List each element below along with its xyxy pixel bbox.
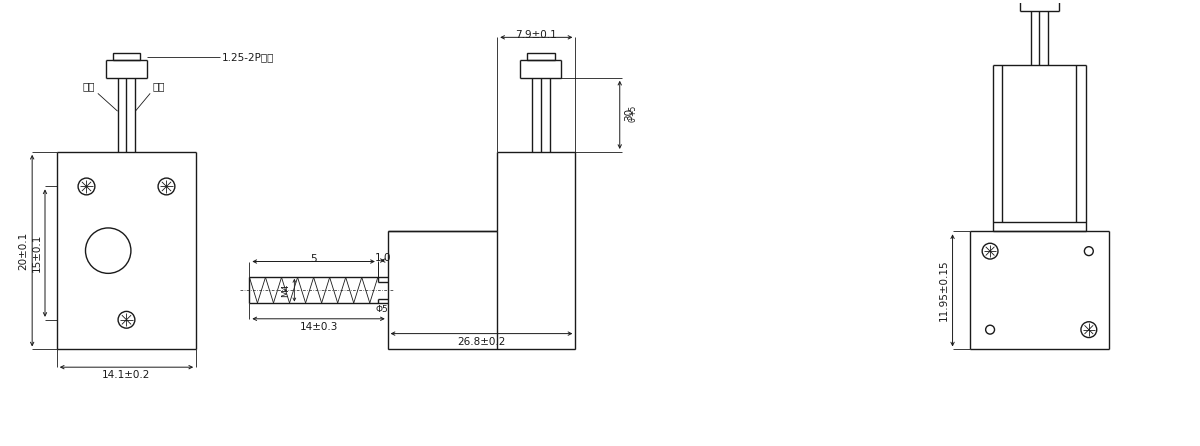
Bar <box>527 53 554 60</box>
Text: Φ5: Φ5 <box>376 306 389 314</box>
Text: 26.8±0.2: 26.8±0.2 <box>457 337 505 347</box>
Bar <box>113 53 140 60</box>
Text: M4: M4 <box>282 284 290 297</box>
Text: 黑色: 黑色 <box>152 82 164 91</box>
Text: 14±0.3: 14±0.3 <box>299 322 337 332</box>
Text: 7.9±0.1: 7.9±0.1 <box>516 30 557 40</box>
Text: 红色: 红色 <box>83 82 95 91</box>
Text: 14.1±0.2: 14.1±0.2 <box>102 370 151 380</box>
Text: 5: 5 <box>311 255 317 264</box>
Text: 30: 30 <box>624 108 634 121</box>
Text: +5: +5 <box>628 104 637 116</box>
Text: 15±0.1: 15±0.1 <box>31 234 42 273</box>
Text: 1.0: 1.0 <box>374 253 391 264</box>
Text: 20±0.1: 20±0.1 <box>19 231 29 270</box>
Text: 1.25-2P端子: 1.25-2P端子 <box>222 52 275 62</box>
Text: 11.95±0.15: 11.95±0.15 <box>940 260 949 321</box>
Text: 0: 0 <box>628 117 637 122</box>
